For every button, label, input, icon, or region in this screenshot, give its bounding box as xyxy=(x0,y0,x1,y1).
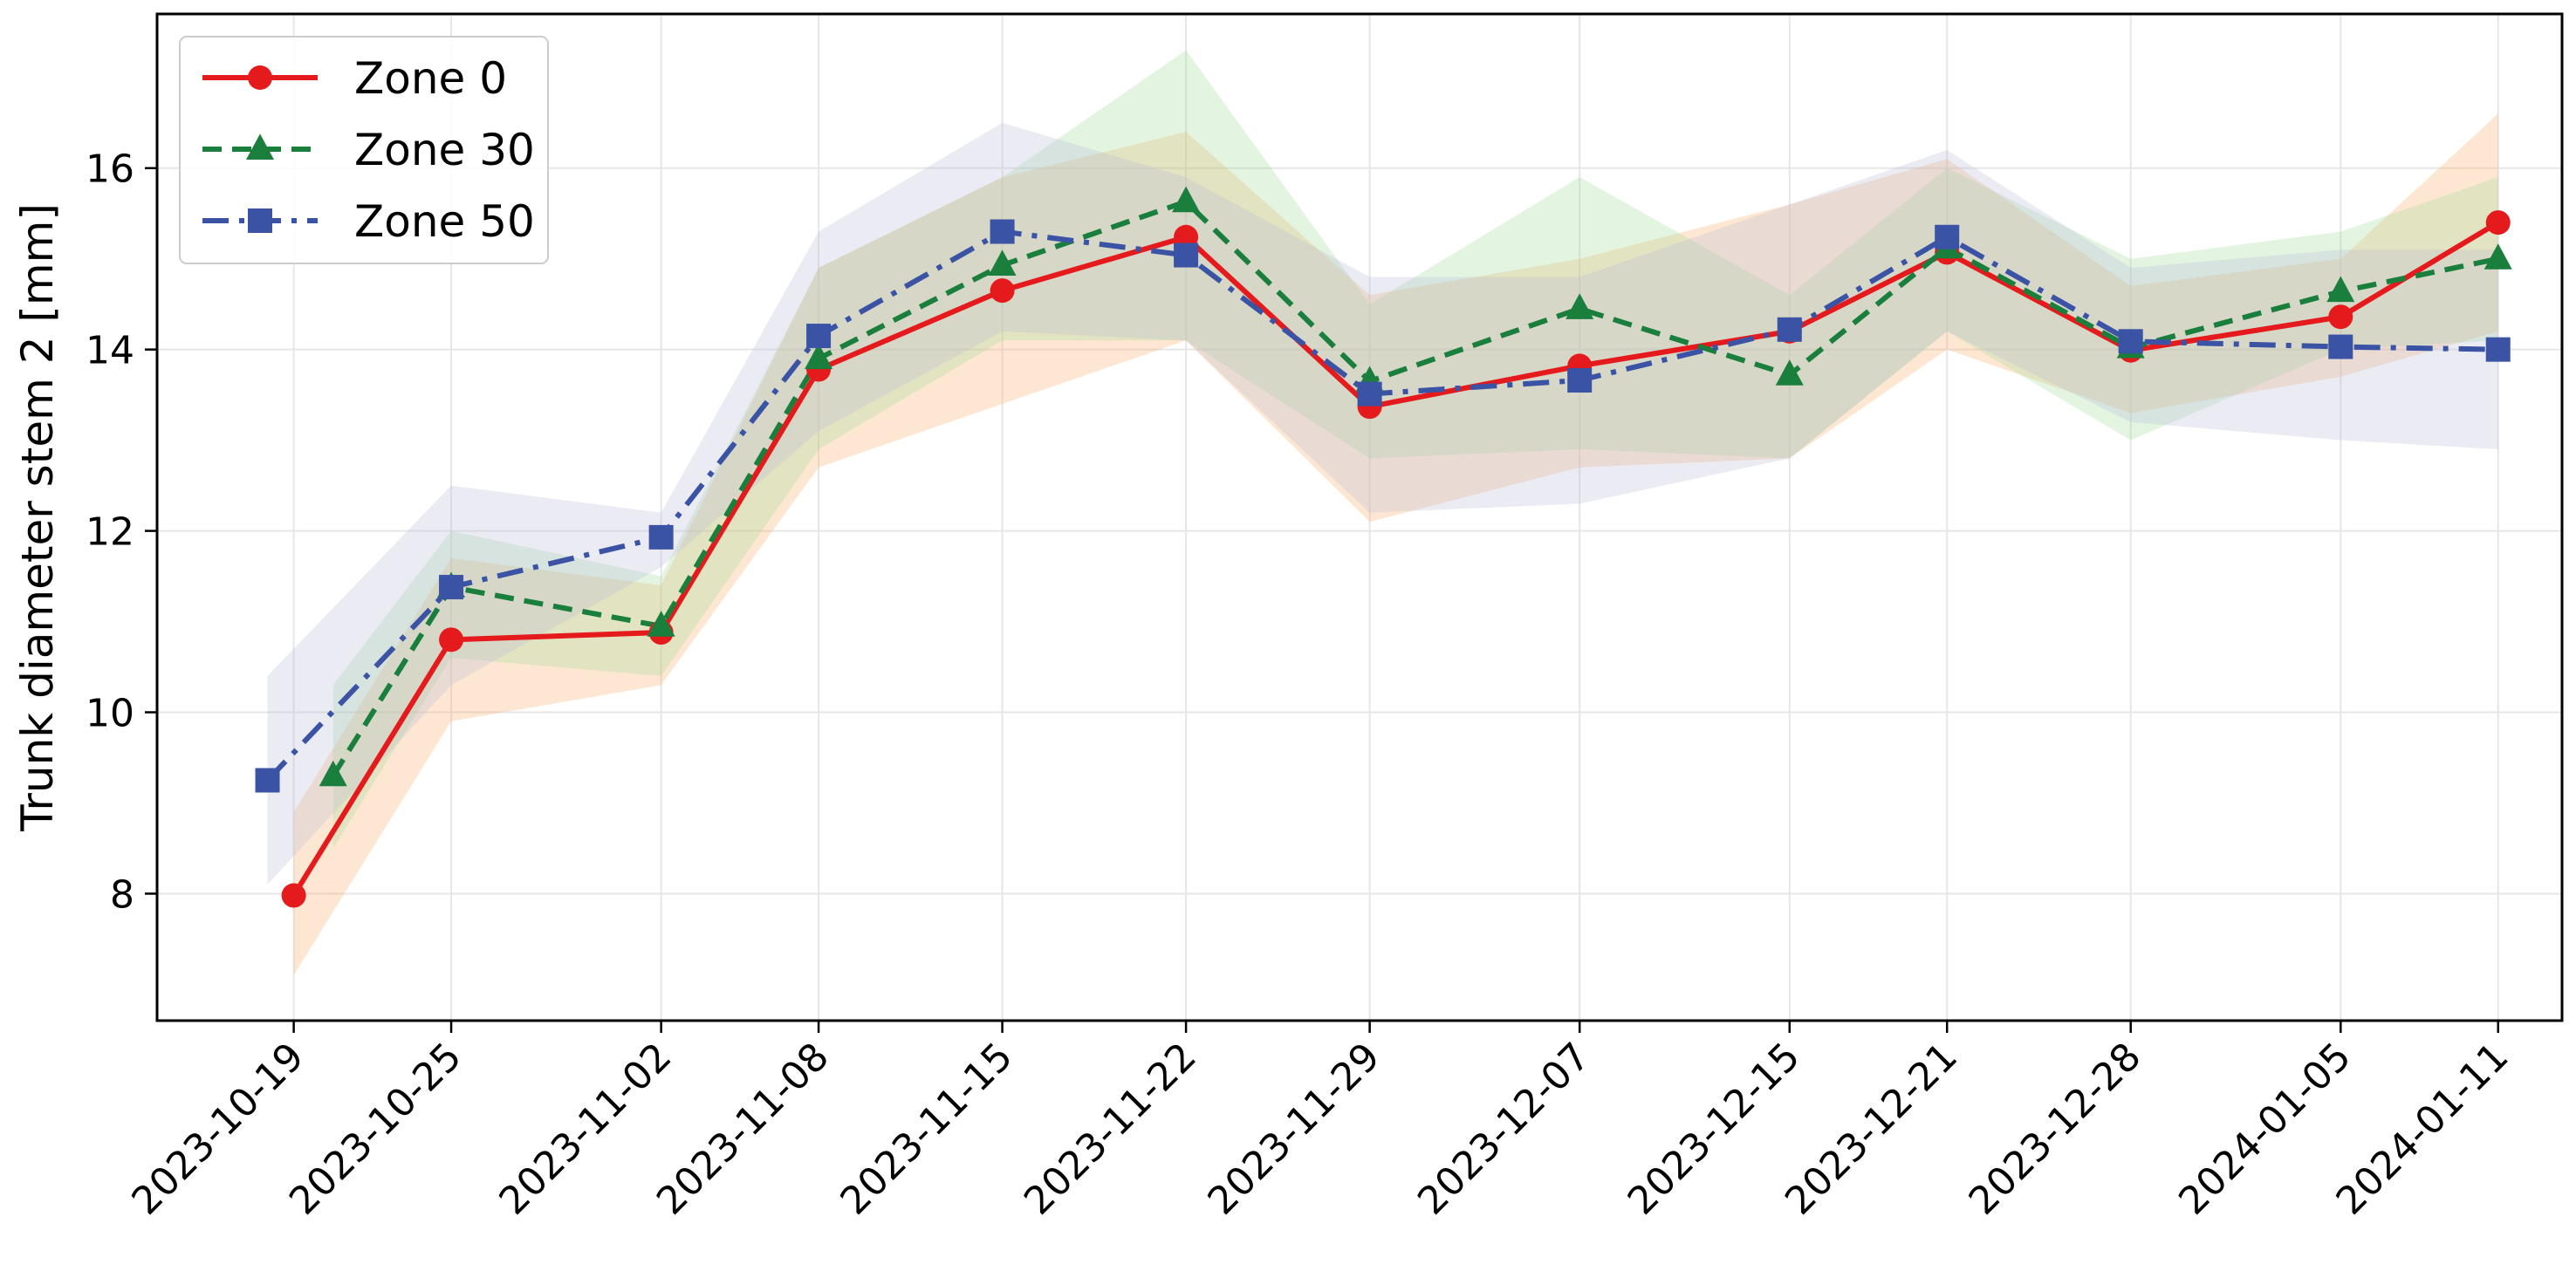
grid xyxy=(157,14,2562,1021)
y-axis-label: Trunk diameter stem 2 [mm] xyxy=(12,203,63,832)
point-zone-30 xyxy=(805,343,833,370)
point-zone-50 xyxy=(1357,381,1382,407)
legend: Zone 0 Zone 30 Zone 50 xyxy=(179,36,549,264)
point-zone-30 xyxy=(988,249,1017,276)
point-zone-50 xyxy=(1935,224,1960,249)
legend-label: Zone 0 xyxy=(354,53,507,104)
point-zone-50 xyxy=(1174,243,1199,268)
legend-marker xyxy=(248,65,272,90)
series-markers xyxy=(255,186,2512,908)
legend-marker xyxy=(248,208,272,233)
plot-frame xyxy=(155,12,2564,1022)
point-zone-50 xyxy=(1777,317,1802,342)
y-tick-label: 14 xyxy=(86,329,134,373)
y-tick-label: 10 xyxy=(86,692,134,736)
point-zone-50 xyxy=(439,575,464,600)
band-zone-0 xyxy=(293,113,2498,976)
point-zone-30 xyxy=(1565,293,1594,319)
point-zone-50 xyxy=(648,524,674,550)
legend-box xyxy=(179,36,549,264)
point-zone-50 xyxy=(2118,329,2143,354)
point-zone-50 xyxy=(2485,337,2511,362)
point-zone-0 xyxy=(2328,304,2353,330)
band-zone-50 xyxy=(267,122,2498,885)
point-zone-50 xyxy=(990,219,1015,244)
legend-marker xyxy=(246,133,274,160)
y-axis: 8 10 12 14 16 xyxy=(86,147,157,917)
legend-label: Zone 50 xyxy=(354,196,535,247)
point-zone-30 xyxy=(1775,359,1804,386)
point-zone-30 xyxy=(2484,243,2512,270)
y-tick-label: 8 xyxy=(110,872,134,917)
point-zone-50 xyxy=(2328,334,2353,359)
point-zone-30 xyxy=(1172,186,1201,213)
point-zone-0 xyxy=(439,627,464,652)
point-zone-50 xyxy=(255,768,280,793)
point-zone-30 xyxy=(319,760,347,787)
point-zone-0 xyxy=(2485,210,2511,236)
point-zone-50 xyxy=(806,324,832,349)
point-zone-50 xyxy=(1567,368,1593,393)
y-tick-label: 12 xyxy=(86,510,134,555)
point-zone-30 xyxy=(2326,276,2355,303)
point-zone-0 xyxy=(281,883,306,908)
y-tick-label: 16 xyxy=(86,147,134,192)
point-zone-30 xyxy=(647,611,675,637)
legend-label: Zone 30 xyxy=(354,125,535,175)
point-zone-0 xyxy=(990,278,1015,304)
